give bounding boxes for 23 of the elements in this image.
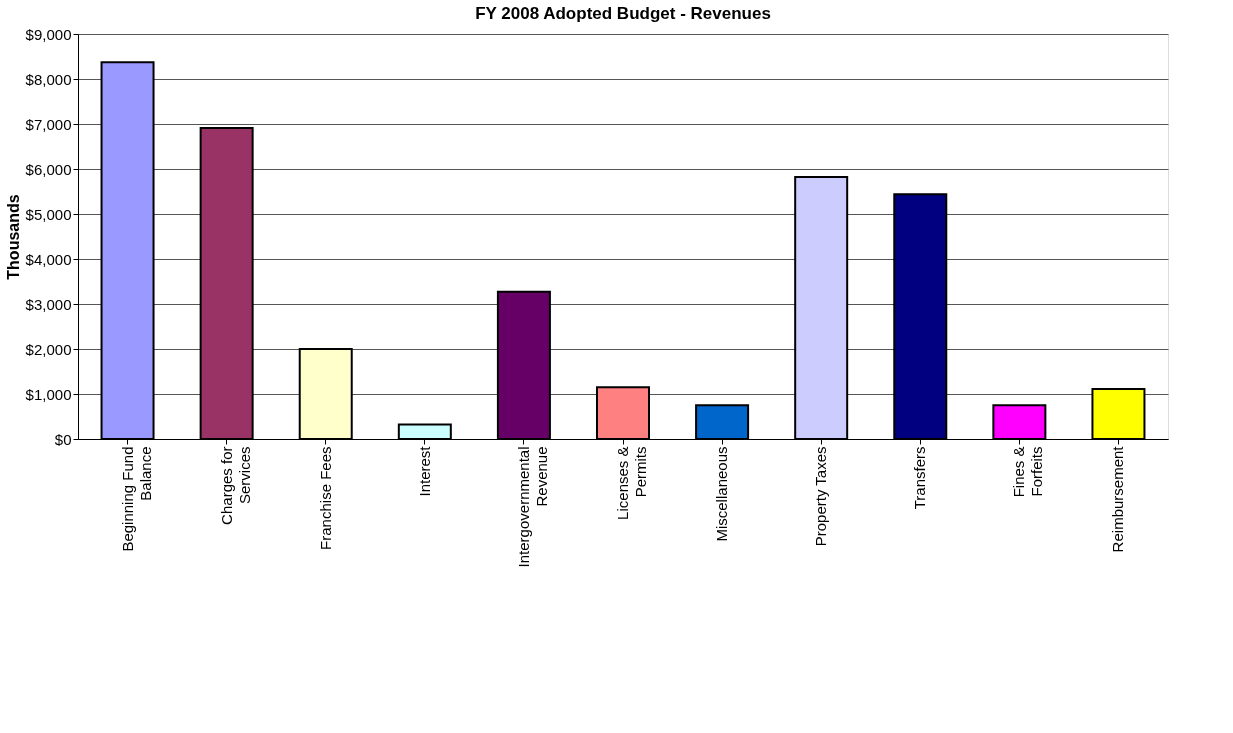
x-tick-label: Interest bbox=[415, 445, 433, 497]
y-tick-label: $1,000 bbox=[25, 385, 72, 403]
x-tick-label: Transfers bbox=[911, 446, 929, 510]
x-tick-label: Intergovernmental Revenue bbox=[514, 446, 550, 568]
y-axis-title: Thousands bbox=[4, 194, 22, 280]
x-tick-label: Fines & Forfeits bbox=[1010, 446, 1046, 498]
x-tick-label: Franchise Fees bbox=[316, 446, 334, 550]
y-tick-label: $5,000 bbox=[25, 205, 72, 223]
x-tick-label: Miscellaneous bbox=[713, 446, 731, 542]
y-tick-label: $9,000 bbox=[25, 25, 72, 43]
y-tick-label: $6,000 bbox=[25, 160, 72, 178]
x-tick-label: Beginning Fund Balance bbox=[118, 446, 154, 552]
x-tick-label: Property Taxes bbox=[812, 446, 830, 547]
x-tick-label: Reimbursement bbox=[1109, 445, 1127, 553]
y-tick-label: $0 bbox=[54, 430, 72, 448]
y-tick-label: $4,000 bbox=[25, 250, 72, 268]
y-tick-label: $8,000 bbox=[25, 70, 72, 88]
x-tick-label: Charges for Services bbox=[217, 446, 253, 525]
x-tick-label: Licenses & Permits bbox=[614, 446, 649, 520]
chart-title: FY 2008 Adopted Budget - Revenues bbox=[475, 4, 771, 23]
y-tick-label: $3,000 bbox=[25, 295, 72, 313]
y-tick-label: $2,000 bbox=[25, 340, 72, 358]
y-tick-label: $7,000 bbox=[25, 115, 72, 133]
